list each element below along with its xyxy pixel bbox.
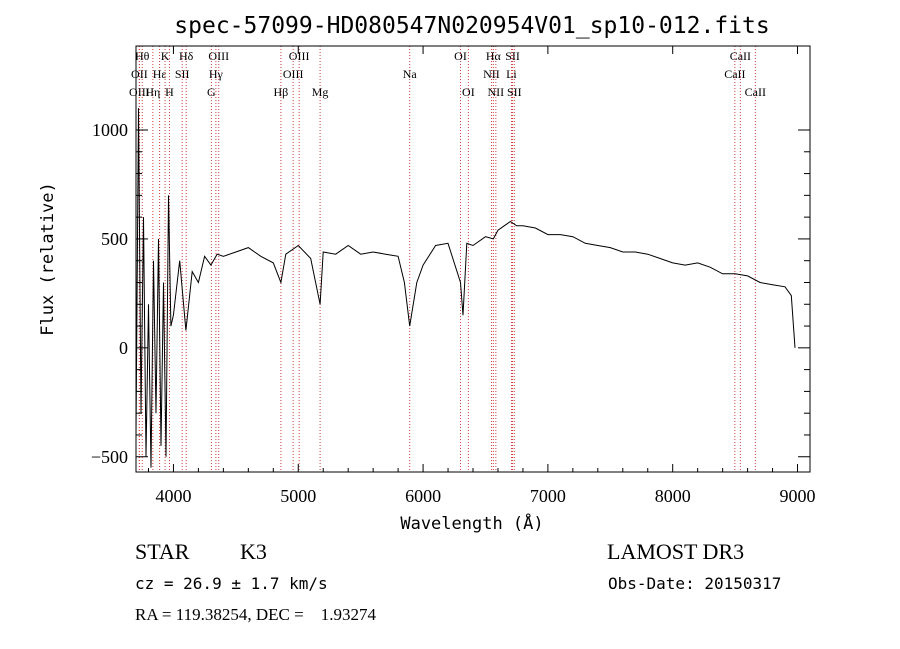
y-axis-ticks: −500 0 500 1000	[91, 120, 810, 467]
marker-label: Hγ	[209, 67, 224, 81]
marker-label: Hα	[486, 49, 502, 63]
marker-label: OI	[454, 49, 467, 63]
x-tick-label: 6000	[405, 486, 441, 506]
marker-label: H	[165, 85, 174, 99]
y-tick-label: 500	[101, 229, 128, 249]
marker-label: CaII	[745, 85, 766, 99]
x-tick-label: 4000	[155, 486, 191, 506]
marker-lines	[138, 46, 756, 472]
marker-label: OIII	[283, 67, 304, 81]
marker-label: CaII	[724, 67, 745, 81]
y-tick-label: 0	[119, 338, 128, 358]
marker-label: NII	[483, 67, 500, 81]
marker-label: Mg	[312, 85, 329, 99]
marker-label: Hη	[145, 85, 160, 99]
marker-label: SII	[507, 85, 522, 99]
marker-label: SII	[505, 49, 520, 63]
y-axis-label: Flux (relative)	[38, 182, 58, 336]
x-tick-label: 5000	[280, 486, 316, 506]
marker-label: SII	[175, 67, 190, 81]
marker-labels: OIIHθOIIIHηHεKHSIIHδGHγOIIIHβOIIIOIIIMgN…	[129, 49, 766, 99]
marker-label: Hθ	[135, 49, 150, 63]
marker-label: G	[207, 85, 216, 99]
marker-label: Hε	[153, 67, 167, 81]
coordinates: RA = 119.38254, DEC = 1.93274	[135, 605, 376, 624]
marker-label: Li	[506, 67, 517, 81]
marker-label: OIII	[289, 49, 310, 63]
x-tick-label: 9000	[780, 486, 816, 506]
plot-frame	[135, 45, 811, 473]
x-tick-label: 7000	[530, 486, 566, 506]
redshift-text: cz = 26.9 ± 1.7 km/s	[135, 574, 328, 593]
x-axis-ticks: 4000 5000 6000 7000 8000 9000	[147, 46, 816, 506]
marker-label: Na	[403, 67, 418, 81]
spectrum-line	[135, 108, 796, 468]
marker-label: Hβ	[274, 85, 289, 99]
marker-label: NII	[488, 85, 505, 99]
marker-label: OIII	[129, 85, 150, 99]
y-tick-label: 1000	[92, 120, 128, 140]
marker-label: OII	[131, 67, 148, 81]
x-tick-label: 8000	[655, 486, 691, 506]
marker-label: OI	[462, 85, 475, 99]
survey-name: LAMOST DR3	[607, 539, 744, 564]
subclass: K3	[240, 539, 267, 564]
chart-title: spec-57099-HD080547N020954V01_sp10-012.f…	[174, 13, 769, 39]
obs-date: Obs-Date: 20150317	[608, 574, 781, 593]
marker-label: K	[161, 49, 170, 63]
marker-label: CaII	[730, 49, 751, 63]
x-axis-label: Wavelength (Å)	[400, 512, 543, 534]
y-tick-label: −500	[91, 447, 128, 467]
marker-label: OIII	[208, 49, 229, 63]
object-class: STAR	[135, 539, 190, 564]
marker-label: Hδ	[179, 49, 194, 63]
